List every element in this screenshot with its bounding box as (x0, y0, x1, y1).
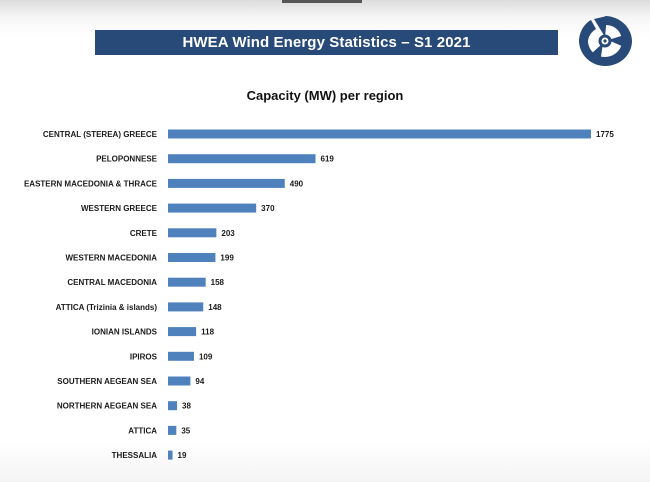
value-label: 38 (182, 402, 191, 411)
category-label: CRETE (130, 229, 158, 238)
bar (168, 425, 177, 435)
chart-title: Capacity (MW) per region (246, 88, 404, 103)
value-label: 109 (199, 352, 213, 361)
bar (168, 154, 316, 164)
window-top-tab (282, 0, 362, 3)
category-label: WESTERN MACEDONIA (65, 254, 157, 263)
category-label: IONIAN ISLANDS (92, 328, 158, 337)
bar (168, 401, 178, 411)
bar (168, 277, 206, 287)
value-label: 148 (208, 303, 222, 312)
category-label: THESSALIA (112, 451, 158, 460)
category-label: IPIROS (130, 352, 158, 361)
bar (168, 228, 217, 238)
value-label: 203 (221, 229, 235, 238)
value-label: 94 (195, 377, 204, 386)
value-label: 118 (201, 328, 214, 337)
value-label: 19 (178, 451, 187, 460)
title-banner: HWEA Wind Energy Statistics – S1 2021 (95, 30, 558, 55)
bar (168, 327, 197, 337)
bar (168, 302, 204, 312)
value-label: 158 (211, 278, 225, 287)
category-label: SOUTHERN AEGEAN SEA (57, 377, 157, 386)
value-label: 199 (220, 254, 234, 263)
category-label: NORTHERN AEGEAN SEA (57, 402, 157, 411)
category-label: EASTERN MACEDONIA & THRACE (24, 179, 158, 188)
bar (168, 351, 194, 361)
category-label: PELOPONNESE (96, 155, 158, 164)
value-label: 619 (321, 155, 335, 164)
bar (168, 450, 173, 460)
hwea-wind-turbine-logo-icon (579, 16, 632, 66)
bar (168, 129, 591, 139)
category-label: CENTRAL (STEREA) GREECE (43, 130, 158, 139)
value-label: 1775 (596, 130, 614, 139)
bar (168, 376, 191, 386)
value-label: 370 (261, 204, 275, 213)
value-label: 35 (181, 426, 190, 435)
bar (168, 253, 216, 262)
category-label: CENTRAL MACEDONIA (67, 278, 157, 287)
bar (168, 178, 285, 188)
category-label: ATTICA (128, 426, 157, 435)
value-label: 490 (290, 179, 304, 188)
category-label: ATTICA (Trizinia & islands) (56, 303, 158, 312)
category-label: WESTERN GREECE (81, 204, 158, 213)
banner-title: HWEA Wind Energy Statistics – S1 2021 (182, 34, 471, 51)
bar (168, 203, 257, 213)
